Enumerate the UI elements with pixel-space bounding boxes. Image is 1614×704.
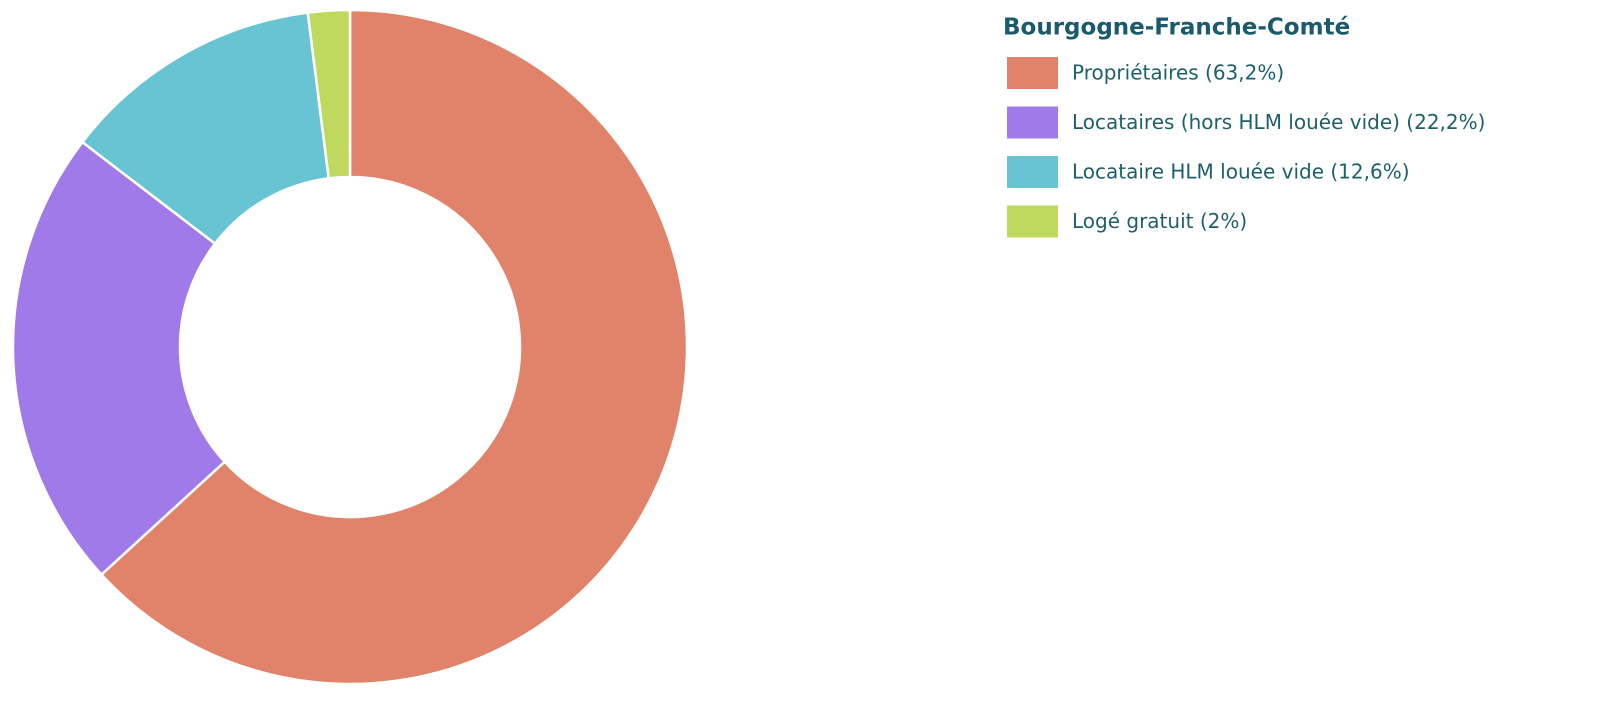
legend-swatch — [1007, 156, 1058, 188]
legend-label: Locataires (hors HLM louée vide) (22,2%) — [1072, 110, 1485, 134]
legend-label: Logé gratuit (2%) — [1072, 209, 1247, 233]
donut-slice — [306, 8, 352, 180]
legend-title: Bourgogne-Franche-Comté — [1003, 15, 1350, 41]
donut-slice — [80, 11, 331, 246]
legend-label: Locataire HLM louée vide (12,6%) — [1072, 160, 1410, 184]
donut-slice — [11, 140, 227, 577]
legend-swatch — [1007, 106, 1058, 139]
donut-slice — [99, 8, 689, 686]
legend-swatch — [1007, 57, 1058, 89]
legend-swatch — [1007, 205, 1058, 238]
legend-label: Propriétaires (63,2%) — [1072, 61, 1284, 85]
